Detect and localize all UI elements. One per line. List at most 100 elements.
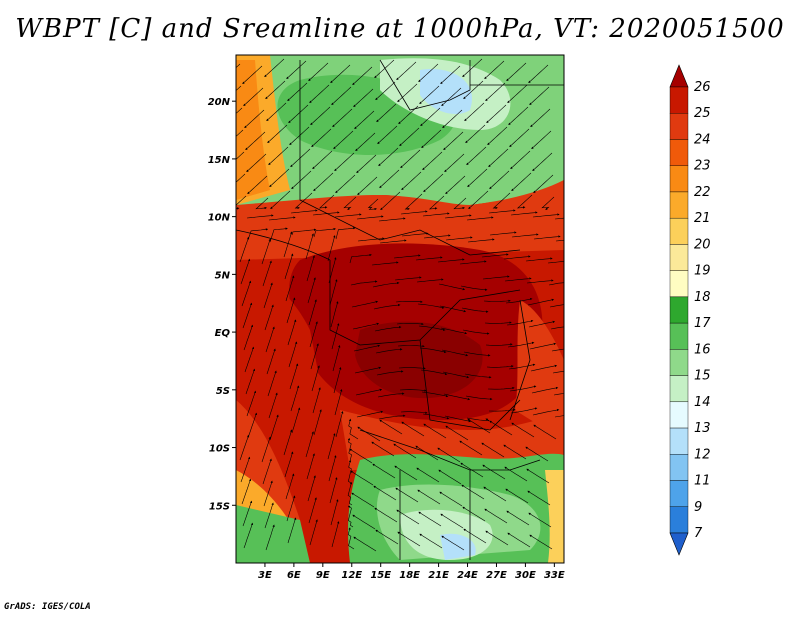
streamline (352, 514, 376, 530)
streamline (527, 490, 551, 506)
streamline (528, 64, 549, 84)
streamline (437, 447, 461, 463)
colorbar: 26 25 24 23 22 21 20 19 18 17 16 15 14 13 12 11 9 7 (669, 64, 711, 556)
streamline (330, 499, 339, 526)
streamline (442, 371, 470, 379)
streamline (511, 233, 539, 238)
lat-tick-label: 5S (216, 386, 230, 397)
streamline (335, 174, 356, 194)
streamline (349, 448, 373, 464)
lat-tick-label: 20N (208, 97, 231, 108)
streamline (269, 414, 279, 441)
streamline (347, 505, 354, 528)
streamline (463, 528, 487, 544)
streamline (262, 260, 272, 287)
streamline (489, 170, 510, 190)
lat-tick-label: 15S (209, 501, 230, 512)
streamline (463, 80, 484, 100)
streamline (241, 280, 252, 307)
streamline (263, 480, 273, 507)
streamline (439, 491, 463, 507)
streamline (377, 125, 398, 145)
streamline (374, 59, 395, 79)
colorbar-segment (669, 191, 689, 219)
streamline (290, 385, 300, 412)
streamline (423, 423, 447, 439)
streamline (467, 418, 491, 434)
streamline (396, 61, 417, 81)
streamline (371, 441, 395, 457)
streamline (247, 228, 269, 241)
lon-tick-label: 33E (544, 570, 565, 581)
streamline (503, 255, 531, 260)
lat-tick-label: 5N (215, 270, 231, 281)
streamline (487, 126, 508, 146)
streamline (269, 227, 288, 243)
colorbar-segment (669, 244, 689, 271)
streamline (376, 370, 404, 376)
streamline (255, 197, 269, 210)
streamline (481, 442, 505, 458)
streamline (265, 524, 275, 551)
streamline (541, 196, 555, 211)
streamline (532, 213, 560, 218)
streamline (283, 231, 293, 258)
streamline (486, 104, 507, 124)
streamline (375, 529, 399, 545)
streamline (508, 363, 536, 370)
streamline (291, 170, 312, 190)
streamline (335, 227, 356, 240)
streamline (334, 389, 343, 416)
streamline (290, 148, 311, 168)
streamline (422, 151, 443, 171)
lon-axis: 3E 6E 9E 12E 15E 18E 21E 24E 27E 30E 33E (258, 563, 565, 581)
streamline (353, 536, 377, 552)
streamline (555, 239, 564, 242)
streamline (353, 344, 381, 352)
streamline (267, 124, 288, 144)
streamline (489, 420, 513, 436)
streamline (357, 176, 378, 196)
streamline (395, 300, 423, 303)
streamline (307, 277, 316, 304)
streamline (264, 304, 274, 331)
streamline (393, 254, 421, 259)
colorbar-label: 9 (694, 500, 702, 515)
streamline (378, 414, 406, 420)
streamline (373, 485, 397, 501)
streamline (509, 385, 537, 392)
streamline (380, 191, 401, 211)
streamline (549, 304, 564, 308)
lon-tick-label: 15E (370, 570, 391, 581)
streamline (310, 106, 331, 126)
streamline (376, 103, 397, 123)
streamline (290, 209, 318, 214)
streamline (247, 175, 268, 195)
streamline (244, 346, 255, 373)
streamline (418, 63, 439, 83)
streamline (350, 280, 378, 286)
shade-nw-coast-inner (236, 60, 270, 200)
streamline (357, 237, 385, 242)
streamline (305, 233, 314, 260)
streamline (373, 303, 401, 310)
streamline (529, 342, 557, 350)
streamline (245, 131, 266, 151)
lon-tick-label: 27E (486, 570, 507, 581)
streamline (533, 174, 554, 194)
streamline (444, 153, 465, 173)
streamline (318, 194, 335, 209)
streamline (547, 261, 564, 264)
streamline (553, 393, 564, 396)
streamline (465, 395, 493, 401)
map-plot-area (236, 55, 564, 563)
streamline (423, 173, 444, 193)
streamline (307, 475, 316, 502)
streamline (331, 323, 340, 350)
streamline (399, 127, 420, 147)
streamline (529, 534, 553, 550)
streamline (313, 172, 334, 192)
streamline (379, 169, 400, 189)
streamline (309, 519, 318, 546)
colorbar-segment (669, 506, 689, 534)
